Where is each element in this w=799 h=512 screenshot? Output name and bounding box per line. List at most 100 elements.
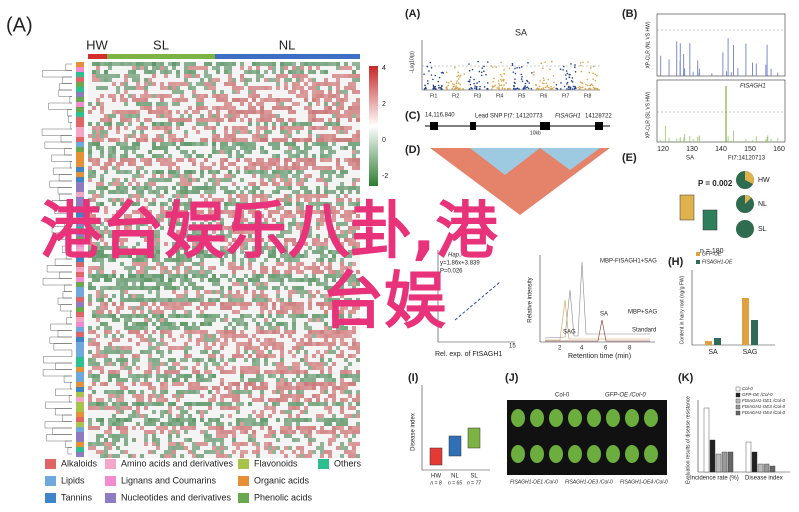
heatmap-cell [316,258,320,262]
heatmap-cell [296,278,300,282]
heatmap-cell [208,218,212,222]
heatmap-cell [104,286,108,290]
heatmap-cell [148,82,152,86]
heatmap-cell [144,138,148,142]
heatmap-cell [356,314,360,318]
heatmap-cell [312,286,316,290]
heatmap-cell [264,106,268,110]
heatmap-cell [248,210,252,214]
heatmap-cell [96,278,100,282]
heatmap-cell [304,166,308,170]
heatmap-cell [176,314,180,318]
heatmap-cell [172,62,176,66]
heatmap-cell [100,294,104,298]
heatmap-cell [112,62,116,66]
heatmap-cell [176,78,180,82]
heatmap-cell [288,102,292,106]
heatmap-cell [172,126,176,130]
heatmap-cell [304,82,308,86]
heatmap-cell [340,318,344,322]
heatmap-cell [340,250,344,254]
heatmap-cell [336,130,340,134]
heatmap-cell [344,138,348,142]
heatmap-cell [256,102,260,106]
heatmap-cell [324,286,328,290]
heatmap-cell [328,242,332,246]
heatmap-cell [164,266,168,270]
heatmap-cell [188,182,192,186]
heatmap-cell [212,238,216,242]
heatmap-cell [160,210,164,214]
heatmap-cell [276,170,280,174]
heatmap-cell [328,326,332,330]
heatmap-cell [140,126,144,130]
heatmap-cell [276,342,280,346]
heatmap-cell [288,90,292,94]
heatmap-cell [228,330,232,334]
heatmap-cell [344,86,348,90]
heatmap-cell [336,238,340,242]
heatmap-cell [196,230,200,234]
heatmap-cell [260,230,264,234]
heatmap-cell [132,218,136,222]
heatmap-cell [244,178,248,182]
heatmap-cell [196,130,200,134]
heatmap-cell [292,290,296,294]
heatmap-cell [108,118,112,122]
heatmap-cell [320,206,324,210]
heatmap-cell [112,162,116,166]
heatmap-cell [152,154,156,158]
heatmap-cell [144,110,148,114]
heatmap-cell [184,194,188,198]
heatmap-cell [220,138,224,142]
heatmap-cell [308,342,312,346]
heatmap-cell [164,206,168,210]
heatmap-cell [256,82,260,86]
heatmap-cell [184,94,188,98]
heatmap-cell [316,122,320,126]
heatmap-cell [356,322,360,326]
heatmap-cell [116,142,120,146]
heatmap-cell [144,90,148,94]
heatmap-cell [124,334,128,338]
heatmap-cell [280,94,284,98]
heatmap-cell [220,274,224,278]
heatmap-cell [288,250,292,254]
heatmap-cell [92,154,96,158]
heatmap-cell [148,342,152,346]
heatmap-cell [304,210,308,214]
heatmap-cell [324,310,328,314]
heatmap-cell [100,314,104,318]
heatmap-cell [176,346,180,350]
heatmap-cell [108,186,112,190]
heatmap-cell [340,334,344,338]
heatmap-cell [348,182,352,186]
heatmap-cell [248,234,252,238]
heatmap-cell [172,194,176,198]
heatmap-cell [132,130,136,134]
heatmap-cell [100,110,104,114]
heatmap-cell [296,314,300,318]
heatmap-cell [292,350,296,354]
heatmap-cell [312,78,316,82]
heatmap-cell [320,338,324,342]
heatmap-cell [120,302,124,306]
heatmap-cell [100,206,104,210]
heatmap-cell [352,158,356,162]
heatmap-cell [160,334,164,338]
heatmap-cell [248,182,252,186]
heatmap-cell [156,206,160,210]
heatmap-cell [272,122,276,126]
heatmap-cell [336,194,340,198]
heatmap-cell [308,330,312,334]
heatmap-cell [136,202,140,206]
heatmap-cell [200,106,204,110]
heatmap-cell [172,150,176,154]
heatmap-cell [320,306,324,310]
heatmap-cell [288,70,292,74]
heatmap-cell [268,206,272,210]
heatmap-cell [180,238,184,242]
heatmap-cell [216,334,220,338]
heatmap-cell [336,206,340,210]
heatmap-cell [164,198,168,202]
